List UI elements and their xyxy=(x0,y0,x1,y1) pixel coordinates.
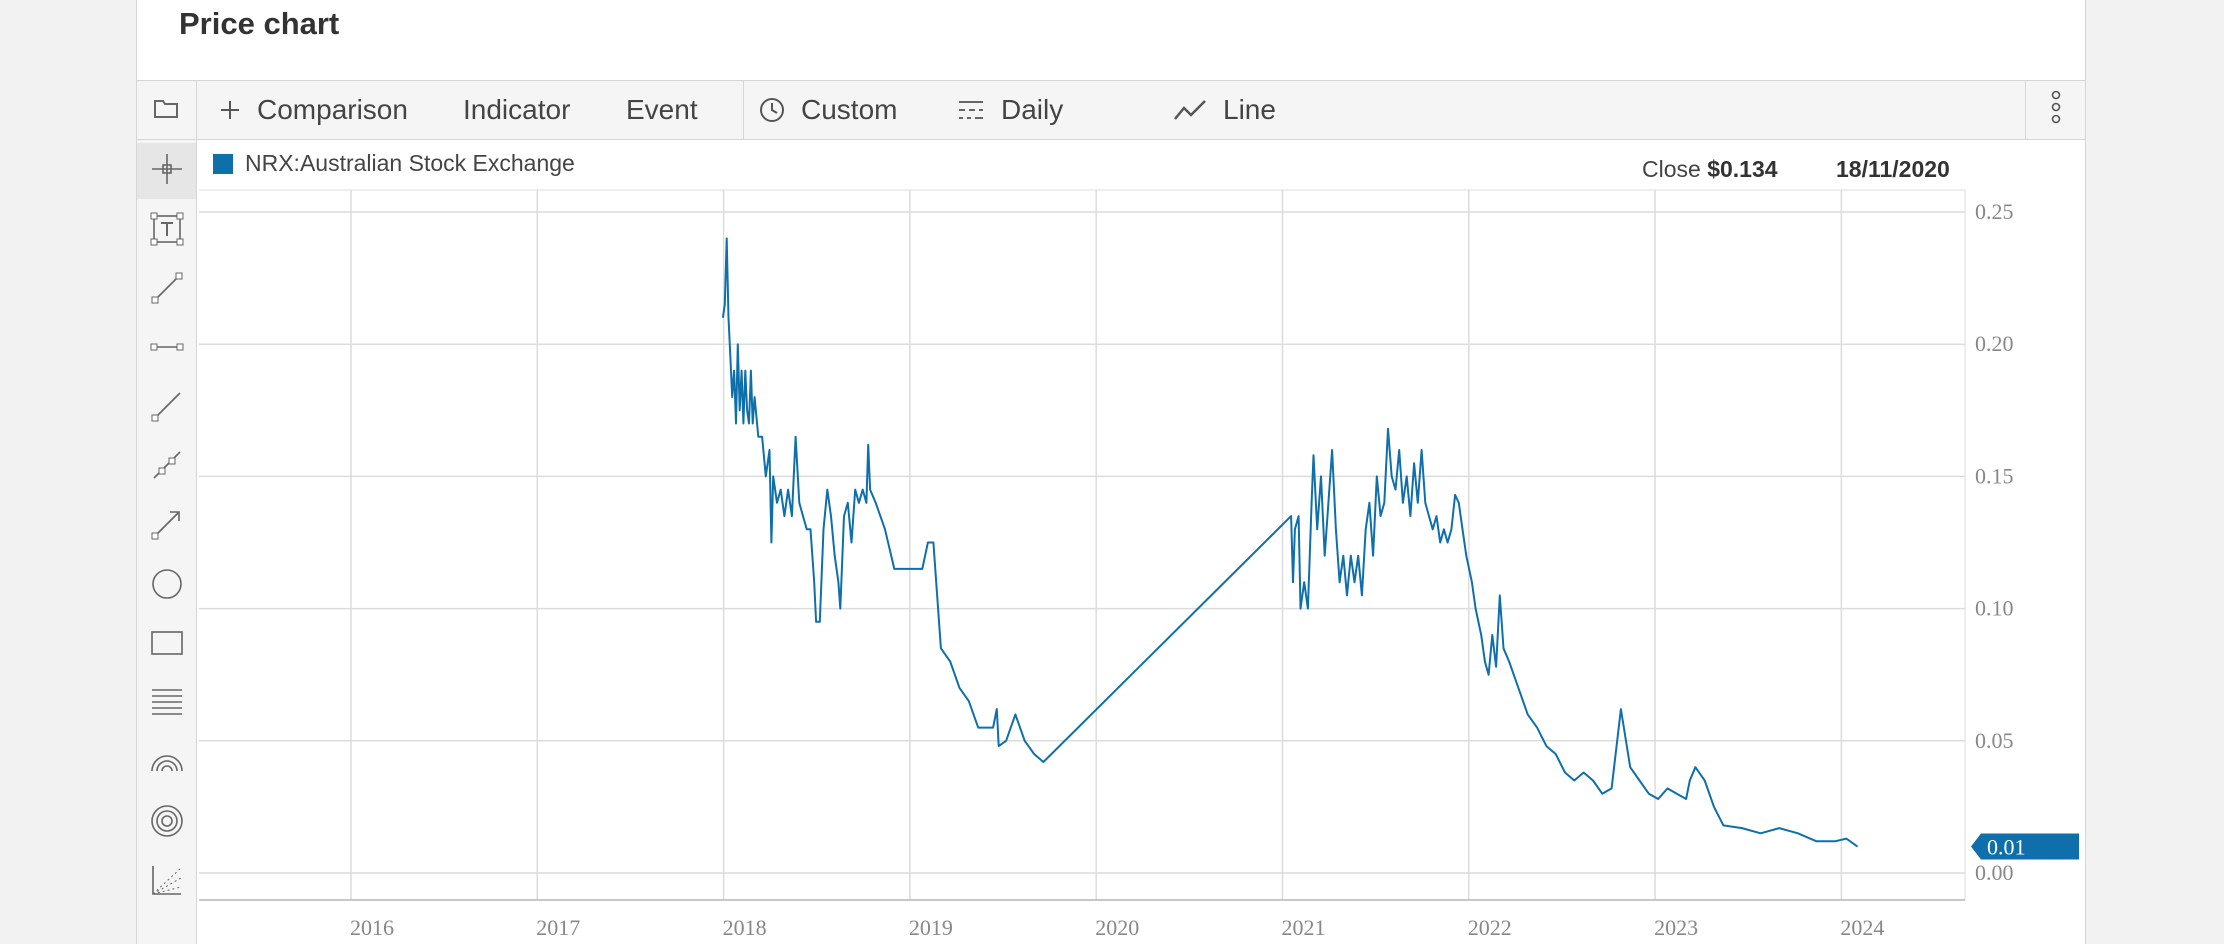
x-tick-label: 2021 xyxy=(1282,915,1326,940)
text-box-tool[interactable] xyxy=(137,203,196,259)
text-box-icon xyxy=(150,212,184,251)
last-value-label: 0.01 xyxy=(1987,835,2026,860)
readout-date: 18/11/2020 xyxy=(1836,156,1950,183)
scatter-fan-tool[interactable] xyxy=(137,854,196,910)
interval-button[interactable]: Daily xyxy=(957,81,1063,139)
x-tick-label: 2017 xyxy=(536,915,580,940)
ray-tool[interactable] xyxy=(137,380,196,436)
fibonacci-lines-icon xyxy=(150,686,184,725)
y-tick-label: 0.25 xyxy=(1975,199,2014,224)
y-tick-label: 0.00 xyxy=(1975,860,2014,885)
y-tick-label: 0.15 xyxy=(1975,463,2014,488)
readout-date-value: 18/11/2020 xyxy=(1836,156,1950,182)
arrow-icon xyxy=(150,507,184,546)
rectangle-icon xyxy=(150,626,184,665)
legend-swatch xyxy=(213,153,233,174)
channel-icon xyxy=(150,448,184,487)
close-value: $0.134 xyxy=(1707,156,1778,182)
custom-label: Custom xyxy=(801,94,898,125)
x-tick-label: 2020 xyxy=(1095,915,1139,940)
line-chart-icon xyxy=(1173,99,1207,121)
folder-button[interactable] xyxy=(137,81,195,139)
legend-series-name: NRX:Australian Stock Exchange xyxy=(245,150,575,176)
fibonacci-arcs-icon xyxy=(150,745,184,784)
x-tick-label: 2023 xyxy=(1654,915,1698,940)
chart-legend: NRX:Australian Stock Exchange xyxy=(213,150,575,177)
daily-label: Daily xyxy=(1001,94,1064,125)
interval-icon xyxy=(957,99,985,121)
y-tick-label: 0.20 xyxy=(1975,331,2014,356)
x-tick-label: 2019 xyxy=(909,915,953,940)
crosshair-tool[interactable] xyxy=(137,143,196,199)
plus-icon xyxy=(219,99,241,121)
indicator-label: Indicator xyxy=(463,94,571,125)
page-title: Price chart xyxy=(179,6,340,41)
chart-type-button[interactable]: Line xyxy=(1173,81,1276,139)
horizontal-segment-icon xyxy=(150,330,184,369)
chart-toolbar: Comparison Indicator Event Custom Daily … xyxy=(137,80,2085,140)
y-tick-label: 0.10 xyxy=(1975,596,2014,621)
line-segment-tool[interactable] xyxy=(137,262,196,318)
close-readout: Close $0.134 xyxy=(1642,156,1778,183)
series-line xyxy=(721,237,1859,848)
x-tick-label: 2022 xyxy=(1468,915,1512,940)
line-segment-icon xyxy=(150,271,184,310)
fibonacci-circles-tool[interactable] xyxy=(137,795,196,851)
fibonacci-arcs-tool[interactable] xyxy=(137,736,196,792)
chart-panel: Price chart Comparison Indicator Event C… xyxy=(136,0,2086,944)
comparison-label: Comparison xyxy=(257,94,408,125)
horizontal-segment-tool[interactable] xyxy=(137,321,196,377)
circle-tool[interactable] xyxy=(137,558,196,614)
x-tick-label: 2018 xyxy=(723,915,767,940)
fibonacci-circles-icon xyxy=(150,804,184,843)
more-vertical-icon xyxy=(2051,90,2061,131)
last-value-tag xyxy=(1971,833,2079,860)
channel-tool[interactable] xyxy=(137,439,196,495)
line-label: Line xyxy=(1223,94,1276,125)
folder-icon xyxy=(153,94,179,126)
ray-icon xyxy=(150,389,184,428)
more-options-button[interactable] xyxy=(2026,81,2085,139)
x-tick-label: 2016 xyxy=(350,915,394,940)
crosshair-icon xyxy=(150,152,184,191)
clock-icon xyxy=(759,97,785,123)
event-label: Event xyxy=(626,94,698,125)
custom-range-button[interactable]: Custom xyxy=(759,81,897,139)
drawing-tools-sidebar xyxy=(137,140,197,944)
y-tick-label: 0.05 xyxy=(1975,728,2014,753)
comparison-button[interactable]: Comparison xyxy=(219,81,408,139)
rectangle-tool[interactable] xyxy=(137,617,196,673)
indicator-button[interactable]: Indicator xyxy=(463,81,570,139)
x-tick-label: 2024 xyxy=(1840,915,1884,940)
fibonacci-lines-tool[interactable] xyxy=(137,677,196,733)
arrow-tool[interactable] xyxy=(137,498,196,554)
event-button[interactable]: Event xyxy=(626,81,698,139)
price-line-chart[interactable]: 2016 2017 2018 2019 2020 2021 2022 2023 2024 0.00… xyxy=(137,0,2085,944)
close-label: Close xyxy=(1642,156,1701,182)
circle-icon xyxy=(150,567,184,606)
scatter-fan-icon xyxy=(150,863,184,902)
